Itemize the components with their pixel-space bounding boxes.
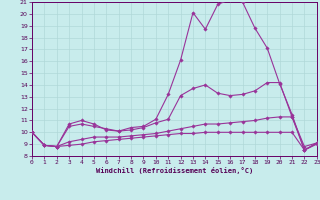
X-axis label: Windchill (Refroidissement éolien,°C): Windchill (Refroidissement éolien,°C) [96, 167, 253, 174]
